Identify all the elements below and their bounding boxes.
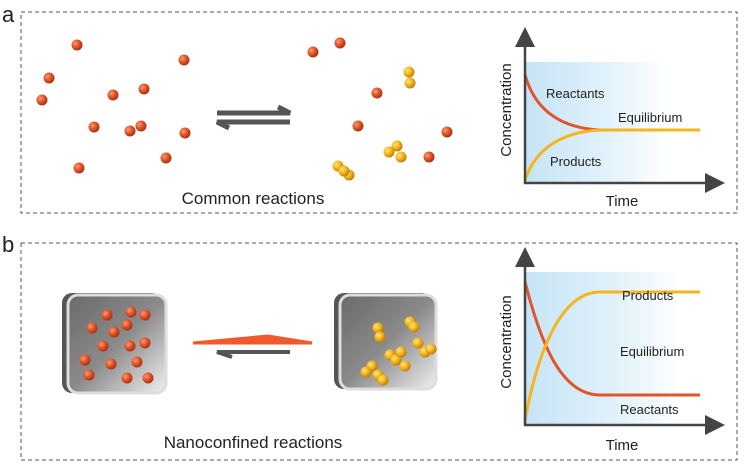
reactants-label: Reactants — [620, 402, 679, 417]
equilibrium-label: Equilibrium — [620, 344, 684, 359]
product-sphere — [395, 346, 407, 358]
product-sphere — [377, 374, 389, 386]
x-axis-label: Time — [606, 193, 639, 210]
equilibrium-arrows — [215, 104, 292, 131]
reactant-sphere — [307, 46, 319, 58]
product-sphere — [404, 77, 416, 89]
reactant-sphere — [125, 306, 137, 318]
reactant-sphere — [160, 152, 172, 164]
product-sphere — [374, 331, 386, 343]
equilibrium-label: Equilibrium — [618, 110, 682, 125]
reactant-sphere — [139, 337, 151, 349]
forward-arrow — [192, 334, 313, 345]
equilibrium-shade — [526, 272, 682, 425]
reactant-sphere — [105, 358, 117, 370]
reactant-particles — [36, 37, 453, 181]
shifted-equilibrium-arrows — [192, 334, 313, 359]
reactant-sphere — [101, 309, 113, 321]
y-axis-label: Concentration — [498, 295, 515, 388]
product-sphere — [372, 322, 384, 334]
products-curve — [523, 290, 700, 421]
reactant-sphere — [124, 125, 136, 137]
y-axis-label: Concentration — [498, 63, 515, 156]
confined-particles — [79, 306, 437, 386]
cage-front — [66, 293, 168, 395]
products-curve — [523, 128, 700, 181]
product-sphere — [391, 140, 403, 152]
product-sphere — [403, 66, 415, 78]
panel-a-caption: Common reactions — [182, 189, 325, 208]
reactant-sphere — [43, 72, 55, 84]
products-label: Products — [550, 154, 602, 169]
panel-a-border — [20, 11, 738, 214]
reactant-sphere — [124, 340, 136, 352]
reactant-sphere — [36, 94, 48, 106]
reactant-sphere — [178, 54, 190, 66]
reactant-sphere — [352, 120, 364, 132]
reactant-sphere — [371, 87, 383, 99]
forward-arrow — [217, 104, 292, 116]
product-sphere — [338, 165, 350, 177]
reverse-arrow — [215, 119, 290, 131]
panel-b-border — [20, 242, 738, 461]
products-label: Products — [622, 288, 674, 303]
panel-a-label: a — [2, 2, 15, 27]
reactant-sphere — [131, 356, 143, 368]
equilibrium-shade — [526, 62, 666, 183]
reactant-sphere — [73, 162, 85, 174]
reactant-sphere — [423, 151, 435, 163]
reactant-sphere — [139, 309, 151, 321]
reactant-sphere — [88, 121, 100, 133]
reactant-sphere — [135, 120, 147, 132]
product-sphere — [425, 343, 437, 355]
reactant-sphere — [97, 340, 109, 352]
reactant-sphere — [334, 37, 346, 49]
product-sphere — [390, 354, 402, 366]
product-sphere — [395, 151, 407, 163]
reactants-label: Reactants — [546, 86, 605, 101]
panel-b-label: b — [2, 232, 14, 257]
product-sphere — [360, 366, 372, 378]
reactant-sphere — [441, 126, 453, 138]
reactant-sphere — [121, 319, 133, 331]
nanocage-reactants — [62, 293, 168, 395]
product-sphere — [408, 321, 420, 333]
reactant-sphere — [83, 369, 95, 381]
reactant-sphere — [79, 354, 91, 366]
reactant-sphere — [179, 127, 191, 139]
reactant-sphere — [142, 372, 154, 384]
reactant-sphere — [107, 89, 119, 101]
reactants-curve — [523, 281, 700, 397]
product-sphere — [399, 360, 411, 372]
reactant-sphere — [108, 326, 120, 338]
reverse-arrow — [216, 350, 290, 359]
panel-a: a Common reactions Reactants Equilibrium… — [2, 2, 738, 214]
reactant-sphere — [86, 322, 98, 334]
x-axis-label: Time — [606, 437, 639, 454]
product-sphere — [383, 146, 395, 158]
concentration-chart-b: Products Equilibrium Reactants Concentra… — [498, 247, 725, 454]
panel-b-caption: Nanoconfined reactions — [164, 433, 343, 452]
panel-b: b Nanoconfined reactions Products Equili… — [2, 232, 738, 461]
concentration-chart-a: Reactants Equilibrium Products Concentra… — [498, 27, 725, 210]
reactant-sphere — [71, 39, 83, 51]
product-sphere — [412, 337, 424, 349]
reactant-sphere — [121, 372, 133, 384]
reactant-sphere — [138, 83, 150, 95]
